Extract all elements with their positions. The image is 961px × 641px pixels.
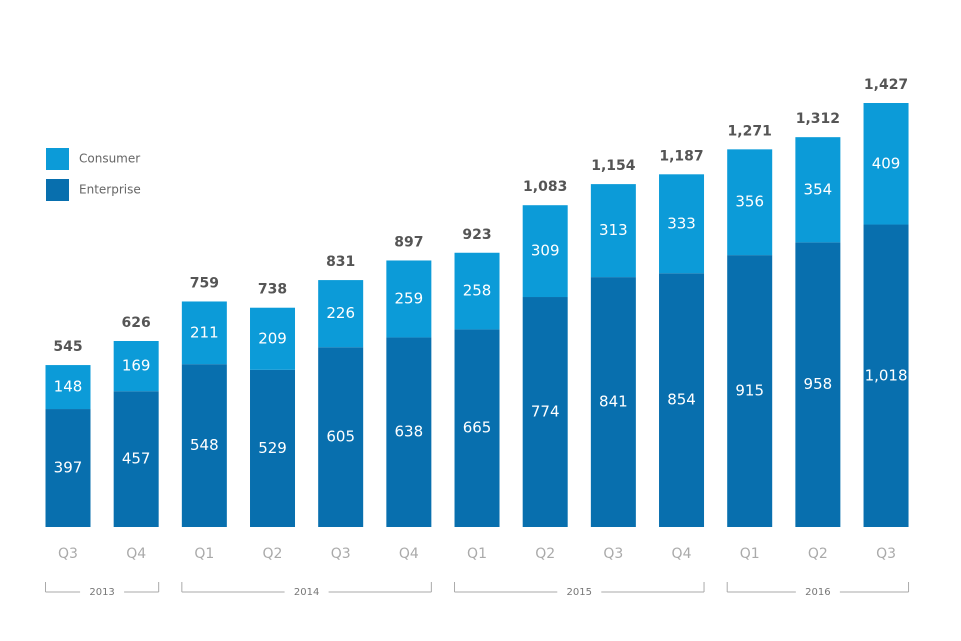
bar-segment — [795, 242, 841, 528]
x-tick-label: Q2 — [808, 546, 828, 562]
segment-label: 356 — [735, 193, 764, 211]
bar-segment — [45, 409, 91, 527]
segment-label: 457 — [122, 450, 151, 468]
segment-label: 354 — [804, 180, 833, 198]
x-tick-label: Q4 — [399, 546, 419, 562]
bar-segment — [659, 174, 705, 274]
bar-segment — [863, 103, 909, 225]
segment-label: 309 — [531, 242, 560, 260]
bar-segment — [181, 301, 227, 365]
year-label: 2014 — [294, 587, 319, 598]
x-tick-label: Q3 — [331, 546, 351, 562]
segment-label: 1,018 — [865, 366, 908, 384]
x-tick-label: Q1 — [194, 546, 214, 562]
bar-segment — [727, 149, 773, 256]
bar-segment — [113, 340, 159, 392]
year-label: 2015 — [567, 587, 592, 598]
total-label: 923 — [462, 227, 491, 243]
segment-label: 397 — [54, 459, 83, 477]
segment-label: 258 — [463, 282, 492, 300]
segment-label: 529 — [258, 439, 287, 457]
bar-segment — [181, 364, 227, 527]
x-tick-label: Q2 — [535, 546, 555, 562]
total-label: 626 — [122, 315, 151, 331]
bar-segment — [45, 365, 91, 410]
segment-label: 665 — [463, 419, 492, 437]
total-label: 831 — [326, 254, 355, 270]
legend-label: Consumer — [79, 152, 140, 166]
x-tick-label: Q4 — [672, 546, 692, 562]
bar-segment — [659, 273, 705, 527]
bar-segment — [590, 277, 636, 527]
x-tick-label: Q4 — [126, 546, 146, 562]
x-tick-label: Q1 — [740, 546, 760, 562]
bar-segment — [386, 260, 432, 338]
bar-segment — [113, 391, 159, 527]
bar-segment — [590, 184, 636, 278]
segment-label: 209 — [258, 329, 287, 347]
x-tick-label: Q2 — [263, 546, 283, 562]
bar-segment — [250, 369, 296, 527]
year-label: 2016 — [805, 587, 830, 598]
segment-label: 333 — [667, 214, 696, 232]
total-label: 1,154 — [591, 158, 636, 174]
bar-segment — [795, 137, 841, 243]
segment-label: 259 — [395, 289, 424, 307]
segment-label: 548 — [190, 436, 219, 454]
total-label: 1,271 — [728, 123, 772, 139]
bar-segment — [522, 205, 568, 298]
segment-label: 313 — [599, 221, 628, 239]
segment-label: 169 — [122, 357, 151, 375]
segment-label: 774 — [531, 403, 560, 421]
segment-label: 958 — [804, 375, 833, 393]
bar-segment — [522, 297, 568, 527]
bar-segment — [250, 307, 296, 370]
total-label: 1,427 — [864, 77, 908, 93]
total-label: 759 — [190, 275, 219, 291]
total-label: 545 — [53, 339, 82, 355]
bar-segment — [454, 329, 500, 527]
bar-segment — [454, 252, 500, 330]
legend-label: Enterprise — [79, 183, 141, 197]
x-tick-label: Q3 — [603, 546, 623, 562]
segment-label: 854 — [667, 391, 696, 409]
legend-swatch — [46, 148, 69, 170]
total-label: 1,083 — [523, 179, 567, 195]
x-tick-label: Q3 — [876, 546, 896, 562]
bar-segment — [727, 255, 773, 527]
total-label: 738 — [258, 282, 287, 298]
bar-segment — [318, 280, 364, 348]
segment-label: 915 — [735, 382, 764, 400]
segment-label: 605 — [326, 428, 355, 446]
total-label: 1,187 — [659, 148, 703, 164]
total-label: 897 — [394, 234, 423, 250]
bar-segment — [318, 347, 364, 527]
x-tick-label: Q3 — [58, 546, 78, 562]
segment-label: 638 — [395, 423, 424, 441]
segment-label: 841 — [599, 393, 628, 411]
bar-segment — [863, 224, 909, 527]
segment-label: 409 — [872, 154, 901, 172]
x-tick-label: Q1 — [467, 546, 487, 562]
legend-swatch — [46, 179, 69, 201]
segment-label: 211 — [190, 323, 219, 341]
year-label: 2013 — [89, 587, 114, 598]
segment-label: 148 — [54, 378, 83, 396]
segment-label: 226 — [326, 304, 355, 322]
total-label: 1,312 — [796, 111, 840, 127]
bar-segment — [386, 337, 432, 527]
